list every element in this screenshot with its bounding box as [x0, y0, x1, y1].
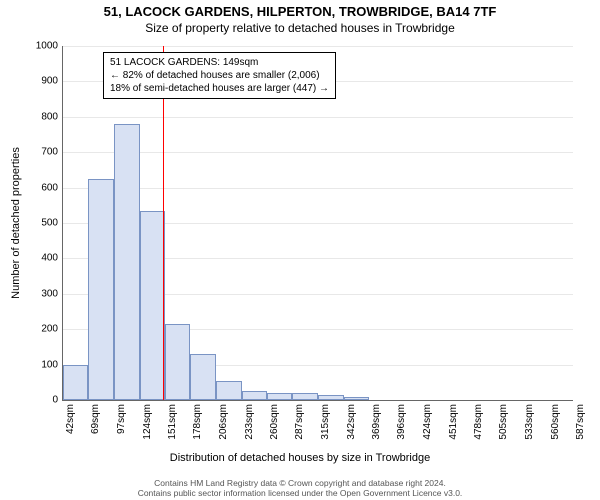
annotation-line-2: ← 82% of detached houses are smaller (2,… [110, 69, 329, 82]
marker-line [163, 46, 164, 400]
x-tick: 478sqm [473, 404, 484, 440]
title-sub: Size of property relative to detached ho… [0, 19, 600, 39]
histogram-bar [242, 391, 267, 400]
y-tick: 200 [22, 324, 58, 335]
gridline [63, 117, 573, 118]
x-tick: 151sqm [167, 404, 178, 440]
annotation-line-3: 18% of semi-detached houses are larger (… [110, 82, 329, 95]
y-tick: 500 [22, 218, 58, 229]
y-tick: 700 [22, 147, 58, 158]
x-tick: 233sqm [244, 404, 255, 440]
x-tick: 533sqm [524, 404, 535, 440]
y-tick: 1000 [22, 41, 58, 52]
x-axis-label: Distribution of detached houses by size … [0, 452, 600, 464]
x-tick: 260sqm [269, 404, 280, 440]
x-tick: 206sqm [218, 404, 229, 440]
histogram-bar [63, 365, 88, 400]
x-tick: 69sqm [90, 404, 101, 434]
annotation-box: 51 LACOCK GARDENS: 149sqm ← 82% of detac… [103, 52, 336, 99]
histogram-bar [114, 124, 139, 400]
footer-line-2: Contains public sector information licen… [0, 488, 600, 498]
histogram-bar [88, 179, 114, 400]
chart-plot-area: 51 LACOCK GARDENS: 149sqm ← 82% of detac… [62, 46, 573, 401]
title-main: 51, LACOCK GARDENS, HILPERTON, TROWBRIDG… [0, 0, 600, 19]
x-tick: 560sqm [550, 404, 561, 440]
annotation-line-1: 51 LACOCK GARDENS: 149sqm [110, 56, 329, 69]
x-tick: 396sqm [396, 404, 407, 440]
y-tick: 300 [22, 288, 58, 299]
y-tick: 600 [22, 182, 58, 193]
y-tick: 100 [22, 359, 58, 370]
x-tick: 315sqm [320, 404, 331, 440]
histogram-bar [165, 324, 190, 400]
histogram-bar [344, 397, 369, 400]
x-tick: 369sqm [371, 404, 382, 440]
histogram-bar [267, 393, 292, 400]
y-tick: 400 [22, 253, 58, 264]
histogram-bar [216, 381, 241, 400]
x-tick: 42sqm [65, 404, 76, 434]
x-tick: 124sqm [142, 404, 153, 440]
x-tick: 287sqm [294, 404, 305, 440]
x-tick: 451sqm [448, 404, 459, 440]
x-tick: 505sqm [498, 404, 509, 440]
x-tick: 97sqm [116, 404, 127, 434]
y-axis-label: Number of detached properties [10, 147, 22, 299]
histogram-bar [318, 395, 343, 400]
histogram-bar [190, 354, 216, 400]
x-tick: 424sqm [422, 404, 433, 440]
x-tick: 587sqm [575, 404, 586, 440]
x-tick: 178sqm [192, 404, 203, 440]
gridline [63, 46, 573, 47]
chart-container: 51, LACOCK GARDENS, HILPERTON, TROWBRIDG… [0, 0, 600, 500]
y-tick: 0 [22, 395, 58, 406]
histogram-bar [140, 211, 165, 400]
footer-attribution: Contains HM Land Registry data © Crown c… [0, 478, 600, 498]
y-tick: 800 [22, 111, 58, 122]
footer-line-1: Contains HM Land Registry data © Crown c… [0, 478, 600, 488]
x-tick: 342sqm [346, 404, 357, 440]
y-tick: 900 [22, 76, 58, 87]
histogram-bar [292, 393, 318, 400]
